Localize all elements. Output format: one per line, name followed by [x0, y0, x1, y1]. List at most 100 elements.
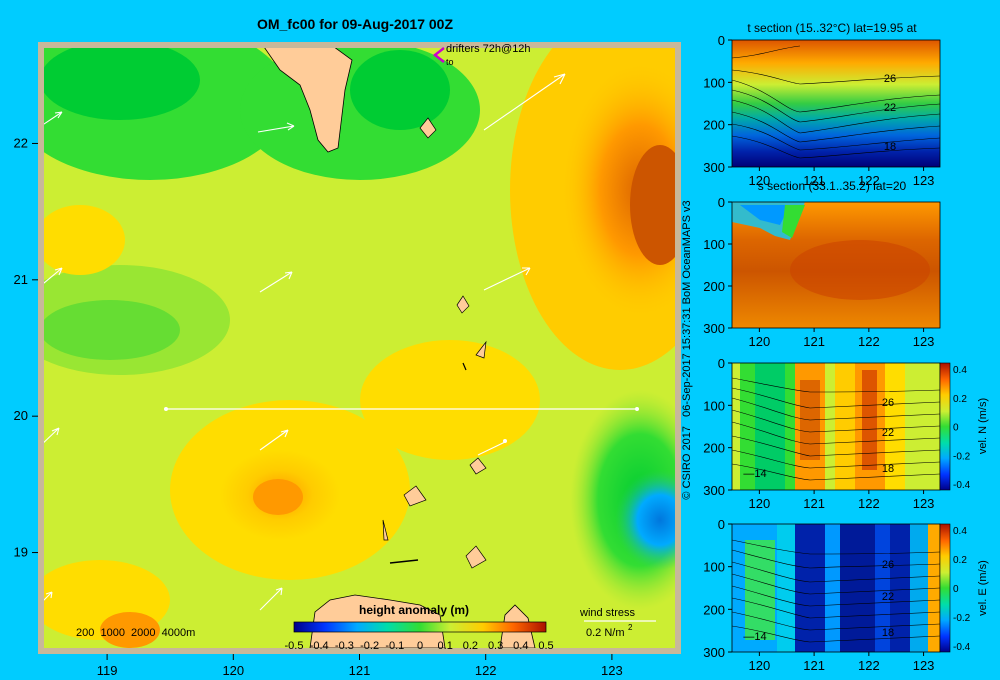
contour-label: 22: [882, 427, 894, 439]
colorbar-tick-label: 0.3: [488, 640, 503, 652]
x-tick-label: 119: [97, 663, 118, 678]
salinity-section-panel: s section (33.1..35.2) lat=20 120 121 122 1…: [703, 179, 941, 349]
contour-label: —14: [743, 468, 766, 480]
section-y-tick-label: 0: [718, 33, 725, 48]
colorbar-label: height anomaly (m): [359, 603, 469, 617]
contour-label: 18: [882, 463, 894, 475]
y-tick-label: 21: [14, 272, 28, 287]
vel-e-colorbar: [939, 523, 951, 653]
colorbar-tick-label: -0.1: [385, 640, 404, 652]
section-x-tick-label: 120: [749, 334, 771, 349]
colorbar-tick-label: -0.2: [953, 613, 971, 624]
vel-n-section-panel: vel. N (m/s) 26 22 18 —14 0.4 0.2 0 -0.2 -0.4 1…: [703, 356, 989, 511]
section-x-tick-label: 121: [803, 173, 825, 188]
colorbar-tick-label: -0.2: [360, 640, 379, 652]
section-x-tick-label: 120: [749, 496, 771, 511]
drifters-label: drifters 72h@12h: [446, 43, 531, 55]
vel-n-contour-labels: 26 22 18 —14: [743, 397, 894, 480]
section-y-tick-label: 200: [703, 602, 725, 617]
vel-e-colorbar-ticks: 0.4 0.2 0 -0.2 -0.4: [953, 526, 971, 653]
s-section-title: s section (33.1..35.2) lat=20: [758, 179, 907, 193]
wind-stress-arrows: [44, 73, 566, 611]
section-x-tick-label: 121: [803, 658, 825, 673]
section-y-tick-label: 0: [718, 356, 725, 371]
vel-e-contour-labels: 26 22 18 —14: [743, 559, 894, 643]
colorbar-tick-label: 0.2: [953, 555, 967, 566]
section-y-tick-label: 100: [703, 237, 725, 252]
section-x-tick-label: 122: [858, 334, 880, 349]
section-y-tick-label: 300: [703, 483, 725, 498]
colorbar-tick-label: 0.4: [513, 640, 528, 652]
temperature-section-panel: t section (15..32°C) lat=19.95 at 26 22 18…: [703, 21, 941, 188]
drifters-sublabel: to: [446, 57, 454, 67]
vel-e-colorbar-label: vel. E (m/s): [977, 560, 989, 616]
depth-legend: 200 1000 2000 4000m: [76, 627, 195, 639]
section-y-tick-label: 0: [718, 517, 725, 532]
section-y-tick-label: 200: [703, 441, 725, 456]
s-section-axes: 120 121 122 123 0 100 200 300: [703, 195, 934, 349]
y-tick-label: 19: [14, 545, 28, 560]
vel-n-axes: 120 121 122 123 0 100 200 300: [703, 356, 934, 511]
height-anomaly-field: [44, 48, 675, 648]
x-tick-label: 120: [222, 663, 244, 678]
main-map-title: OM_fc00 for 09-Aug-2017 00Z: [257, 16, 454, 32]
vel-n-colorbar-ticks: 0.4 0.2 0 -0.2 -0.4: [953, 365, 971, 491]
contour-label: —14: [743, 631, 766, 643]
section-y-tick-label: 100: [703, 75, 725, 90]
wind-stress-label: wind stress: [579, 607, 636, 619]
contour-label: 18: [884, 141, 896, 153]
section-y-tick-label: 300: [703, 321, 725, 336]
section-y-tick-label: 300: [703, 645, 725, 660]
colorbar-tick-label: 0.2: [463, 640, 478, 652]
main-map-panel: OM_fc00 for 09-Aug-2017 00Z: [14, 16, 681, 678]
land-taiwan: [264, 48, 353, 153]
colorbar-tick-label: -0.3: [335, 640, 354, 652]
section-y-tick-label: 200: [703, 118, 725, 133]
main-map-axes: 119 120 121 122 123 19 20 21 22: [14, 135, 623, 678]
x-tick-label: 123: [601, 663, 623, 678]
section-y-tick-label: 200: [703, 279, 725, 294]
t-section-title: t section (15..32°C) lat=19.95 at: [747, 21, 917, 35]
t-section-contour-labels: 26 22 18: [884, 73, 896, 153]
colorbar-tick-label: 0.4: [953, 526, 967, 537]
colorbar-tick-labels: -0.5 -0.4 -0.3 -0.2 -0.1 0 0.1 0.2 0.3 0.4 0.5: [285, 640, 554, 652]
colorbar-tick-label: -0.4: [310, 640, 329, 652]
colorbar-tick-label: 0.5: [538, 640, 553, 652]
colorbar-tick-label: 0: [953, 423, 959, 434]
section-x-tick-label: 123: [913, 173, 935, 188]
y-tick-label: 20: [14, 408, 28, 423]
section-y-tick-label: 100: [703, 560, 725, 575]
vel-e-axes: 120 121 122 123 0 100 200 300: [703, 517, 934, 673]
height-anomaly-colorbar: height anomaly (m) -0.5 -0.4 -0.3 -0.2 -0.1 0…: [285, 603, 554, 652]
section-x-tick-label: 121: [803, 334, 825, 349]
vel-e-section-panel: vel. E (m/s) 26 22 18 —14 0.4 0.2 0 -0.2 -0.4 1…: [703, 517, 989, 673]
section-y-tick-label: 0: [718, 195, 725, 210]
land-luzon: [309, 594, 446, 648]
section-x-tick-label: 120: [749, 173, 771, 188]
wind-scale-exponent: 2: [628, 623, 633, 632]
drifter-marker-icon: [432, 47, 445, 63]
colorbar-tick-label: 0.4: [953, 365, 967, 376]
t-section-axes: 120 121 122 123 0 100 200 300: [703, 33, 934, 188]
section-x-tick-label: 123: [913, 334, 935, 349]
contour-label: 22: [884, 102, 896, 114]
vel-n-colorbar-label: vel. N (m/s): [977, 398, 989, 454]
contour-label: 26: [882, 397, 894, 409]
x-tick-label: 122: [475, 663, 497, 678]
section-x-tick-label: 122: [858, 496, 880, 511]
section-x-tick-label: 123: [913, 658, 935, 673]
contour-label: 26: [882, 559, 894, 571]
section-x-tick-label: 122: [858, 658, 880, 673]
section-x-tick-label: 121: [803, 496, 825, 511]
colorbar-tick-label: 0.1: [438, 640, 453, 652]
colorbar-tick-label: 0: [953, 584, 959, 595]
section-x-tick-label: 123: [913, 496, 935, 511]
section-x-tick-label: 122: [858, 173, 880, 188]
section-x-tick-label: 120: [749, 658, 771, 673]
contour-label: 22: [882, 591, 894, 603]
contour-label: 18: [882, 627, 894, 639]
wind-scale-label: 0.2 N/m: [586, 627, 625, 639]
x-tick-label: 121: [349, 663, 371, 678]
y-tick-label: 22: [14, 135, 28, 150]
